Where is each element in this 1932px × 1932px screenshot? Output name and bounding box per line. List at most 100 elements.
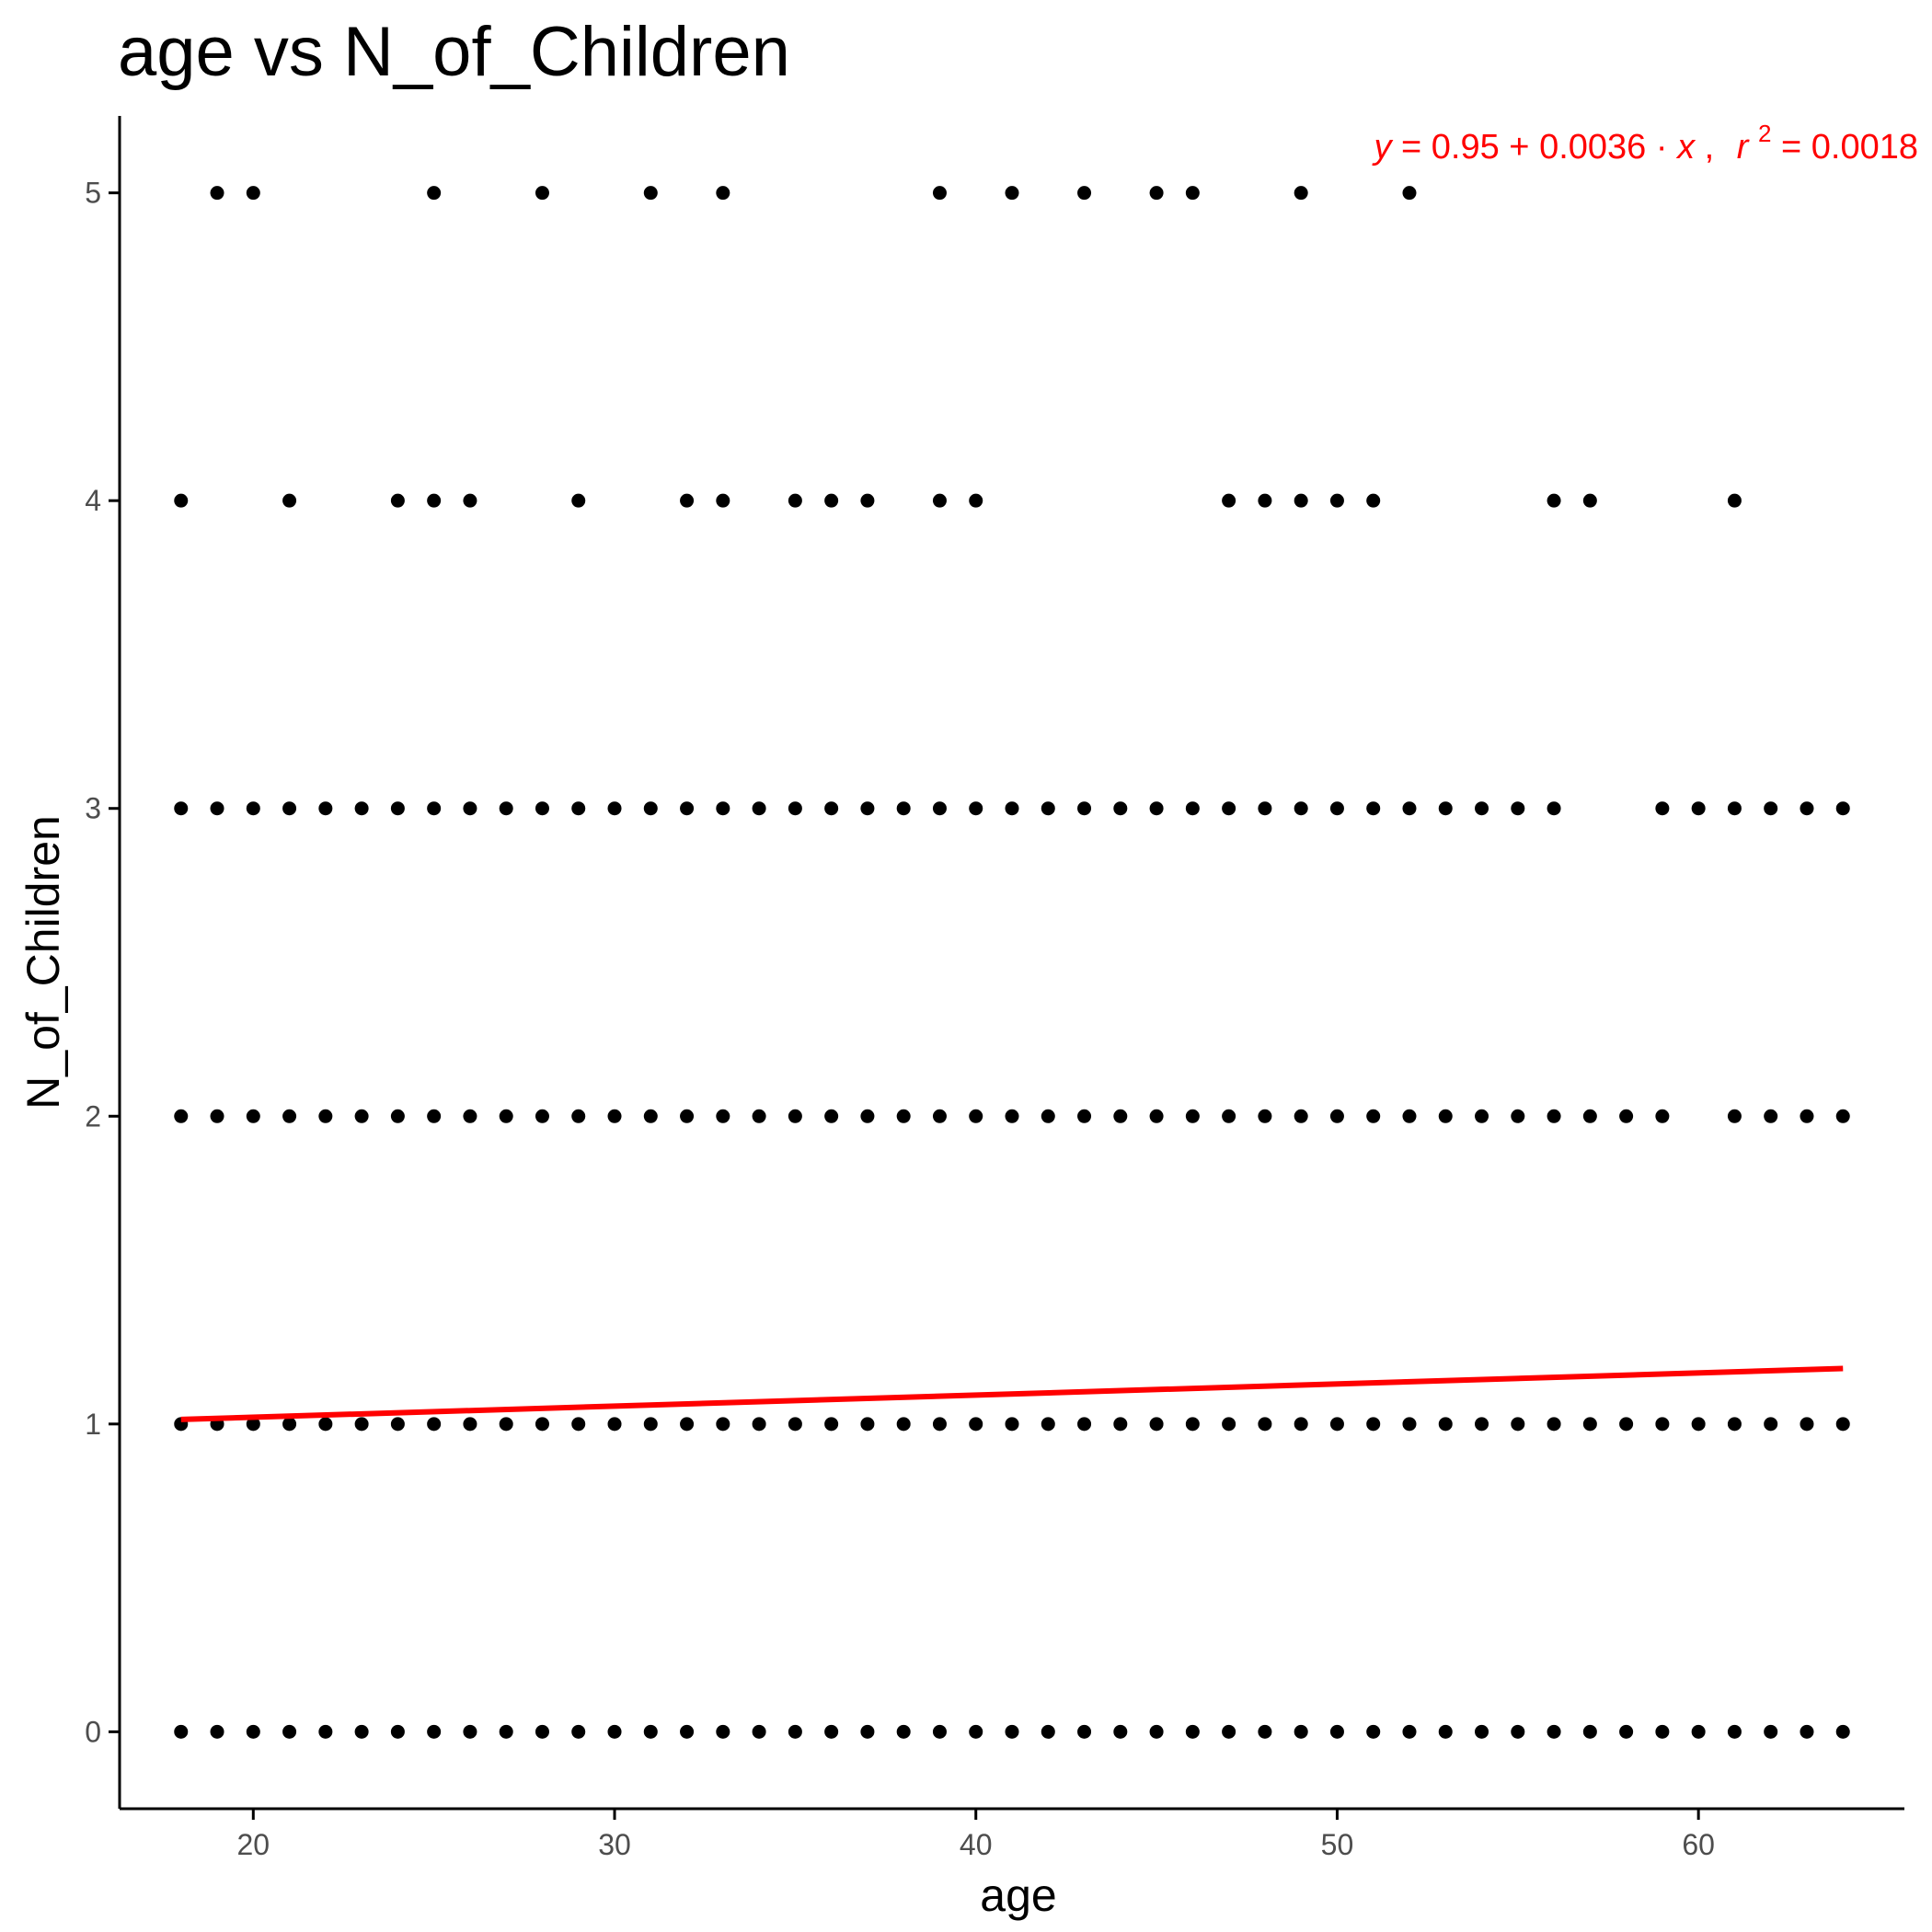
data-point [1835,1724,1850,1739]
data-point [896,1109,911,1123]
data-point [860,493,875,508]
data-point [571,1109,586,1123]
data-point [716,1724,730,1739]
data-point [824,1417,839,1432]
data-point [752,801,766,816]
data-point [246,1109,260,1123]
data-point [354,1109,369,1123]
data-point [1185,1109,1200,1123]
data-point [1619,1417,1634,1432]
data-point [571,801,586,816]
data-point [282,1109,297,1123]
data-point [1475,1724,1489,1739]
data-point [210,801,224,816]
data-point [1005,1724,1019,1739]
data-point [1402,186,1417,201]
data-point [1294,1417,1308,1432]
y-tick-label: 5 [85,177,101,210]
data-point [1258,493,1272,508]
data-point [1113,801,1128,816]
data-point [1113,1109,1128,1123]
data-point [1329,801,1344,816]
y-tick-label: 4 [85,484,101,517]
data-point [1041,1724,1055,1739]
data-point [896,1417,911,1432]
y-tick-label: 3 [85,792,101,825]
chart-title: age vs N_of_Children [118,13,790,91]
data-point [1005,1109,1019,1123]
data-point [174,1109,189,1123]
data-point [427,493,442,508]
data-point [1222,493,1236,508]
data-point [318,1417,333,1432]
data-point [1691,1724,1706,1739]
data-point [1800,1109,1814,1123]
data-point [463,493,477,508]
data-point [571,1724,586,1739]
data-point [824,1724,839,1739]
data-point [788,801,802,816]
data-point [716,186,730,201]
data-point [354,801,369,816]
data-point [427,1417,442,1432]
data-point [282,1417,297,1432]
data-point [1547,493,1561,508]
data-point [643,1109,658,1123]
data-point [571,1417,586,1432]
equation-r: r [1737,128,1750,167]
equation-slope: 0.0036 [1539,128,1646,167]
data-point [390,1417,405,1432]
x-axis-ticks: 20 30 40 50 60 [237,1809,1715,1861]
data-point [1764,1724,1778,1739]
data-point [1438,801,1453,816]
data-point [1077,186,1092,201]
data-point [1764,1109,1778,1123]
data-point [1547,1109,1561,1123]
data-point [1475,1109,1489,1123]
data-point [1582,1724,1597,1739]
data-point [1511,1417,1525,1432]
data-point [535,801,549,816]
data-point [1835,1109,1850,1123]
data-point [969,1417,983,1432]
data-point [246,1417,260,1432]
data-point [932,186,947,201]
data-point [1366,801,1381,816]
equation-intercept: 0.95 [1432,128,1500,167]
data-point [1619,1724,1634,1739]
data-point [1077,1724,1092,1739]
data-point [1438,1417,1453,1432]
data-point [896,801,911,816]
data-point [788,1417,802,1432]
data-point [1149,1417,1164,1432]
data-point [1727,1109,1742,1123]
y-tick-label: 0 [85,1715,101,1748]
data-point [860,1724,875,1739]
data-point [1294,1724,1308,1739]
data-point [643,1724,658,1739]
data-point [318,801,333,816]
data-point [1005,186,1019,201]
data-point [535,1417,549,1432]
equation-dot: · [1656,128,1668,167]
data-point [1222,801,1236,816]
data-point [1475,1417,1489,1432]
data-point [1511,801,1525,816]
data-point [174,801,189,816]
data-point [1113,1417,1128,1432]
data-point [210,186,224,201]
data-point [1041,1417,1055,1432]
data-point [246,801,260,816]
data-point [1366,1109,1381,1123]
data-point [1041,801,1055,816]
data-point [174,1724,189,1739]
x-tick-label: 60 [1682,1828,1715,1861]
data-point [1655,1417,1670,1432]
data-point [1655,801,1670,816]
equation-y: y [1371,128,1393,167]
data-point [1547,1417,1561,1432]
equation-x: x [1675,128,1696,167]
data-point [1077,1109,1092,1123]
data-point [535,1109,549,1123]
data-point [1077,1417,1092,1432]
